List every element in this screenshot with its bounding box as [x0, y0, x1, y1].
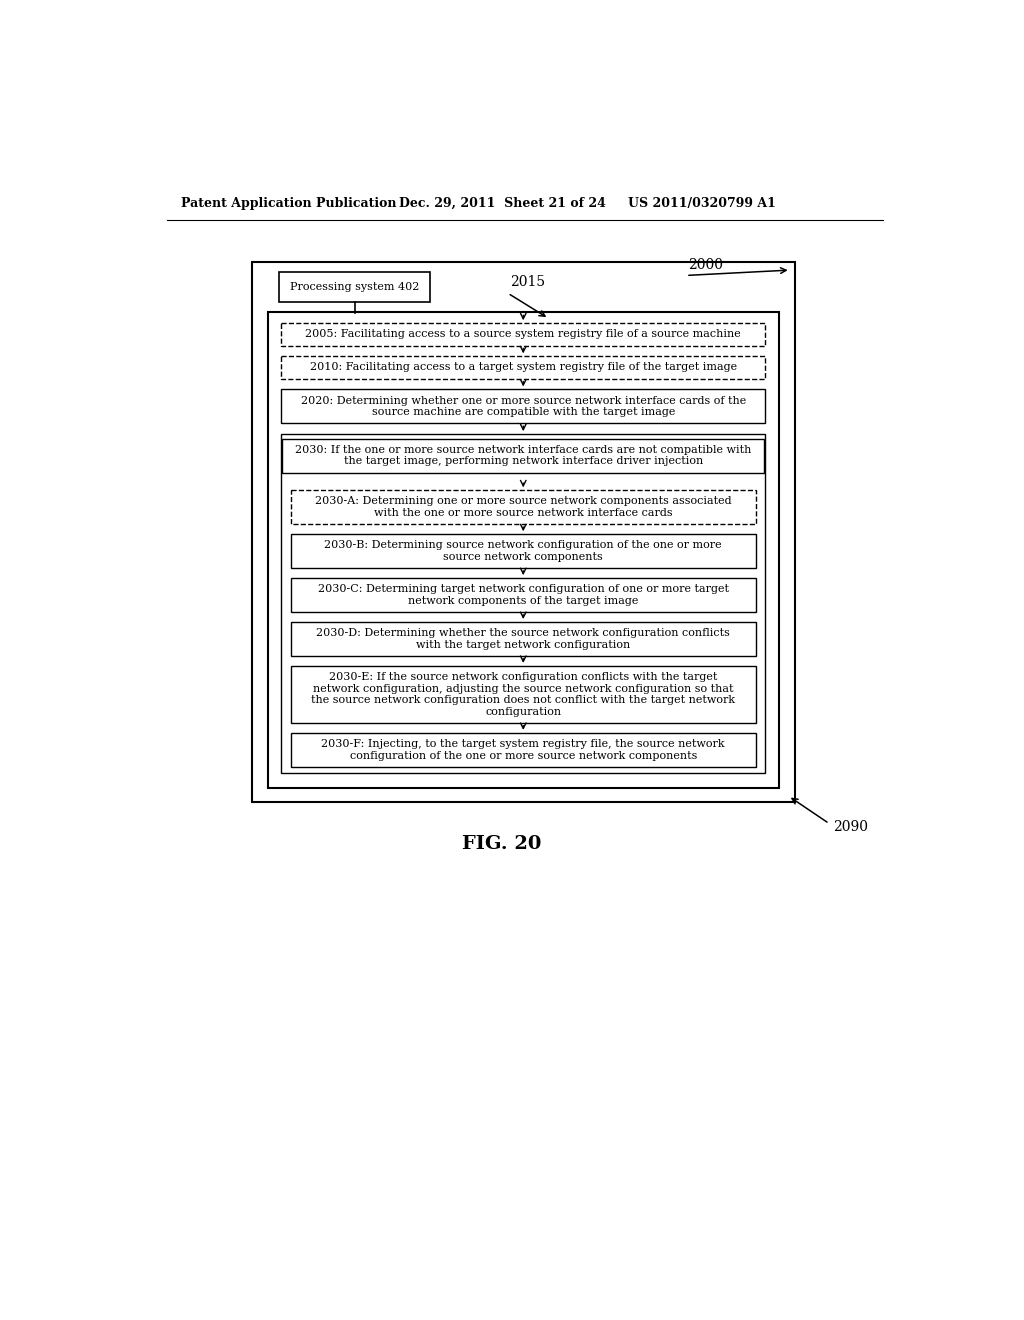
Text: 2005: Facilitating access to a source system registry file of a source machine: 2005: Facilitating access to a source sy…: [305, 330, 741, 339]
Bar: [252, 263, 795, 803]
Text: 2030-A: Determining one or more source network components associated
with the on: 2030-A: Determining one or more source n…: [315, 496, 731, 517]
Text: FIG. 20: FIG. 20: [462, 836, 542, 854]
Text: 2030-B: Determining source network configuration of the one or more
source netwo: 2030-B: Determining source network confi…: [325, 540, 722, 562]
Text: 2090: 2090: [834, 820, 868, 834]
Text: 2010: Facilitating access to a target system registry file of the target image: 2010: Facilitating access to a target sy…: [309, 363, 737, 372]
Text: 2030: If the one or more source network interface cards are not compatible with
: 2030: If the one or more source network …: [295, 445, 752, 466]
Text: 2030-F: Injecting, to the target system registry file, the source network
config: 2030-F: Injecting, to the target system …: [322, 739, 725, 760]
Bar: [291, 665, 756, 723]
Text: 2000: 2000: [688, 257, 723, 272]
Text: Dec. 29, 2011  Sheet 21 of 24: Dec. 29, 2011 Sheet 21 of 24: [399, 197, 606, 210]
Text: 2015: 2015: [510, 276, 545, 289]
Text: 2020: Determining whether one or more source network interface cards of the
sour: 2020: Determining whether one or more so…: [301, 396, 745, 417]
Bar: [291, 490, 756, 524]
Text: 2030-C: Determining target network configuration of one or more target
network c: 2030-C: Determining target network confi…: [317, 585, 729, 606]
Bar: [280, 272, 430, 302]
Text: Processing system 402: Processing system 402: [290, 282, 420, 292]
Bar: [291, 733, 756, 767]
Text: Patent Application Publication: Patent Application Publication: [180, 197, 396, 210]
Text: 2030-E: If the source network configuration conflicts with the target
network co: 2030-E: If the source network configurat…: [311, 672, 735, 717]
Bar: [267, 313, 779, 788]
Bar: [282, 356, 765, 379]
Bar: [283, 438, 764, 473]
Bar: [291, 578, 756, 612]
Bar: [291, 622, 756, 656]
Bar: [282, 434, 765, 774]
Text: 2030-D: Determining whether the source network configuration conflicts
with the : 2030-D: Determining whether the source n…: [316, 628, 730, 649]
Bar: [291, 535, 756, 568]
Bar: [282, 389, 765, 424]
Text: US 2011/0320799 A1: US 2011/0320799 A1: [628, 197, 776, 210]
Bar: [282, 323, 765, 346]
